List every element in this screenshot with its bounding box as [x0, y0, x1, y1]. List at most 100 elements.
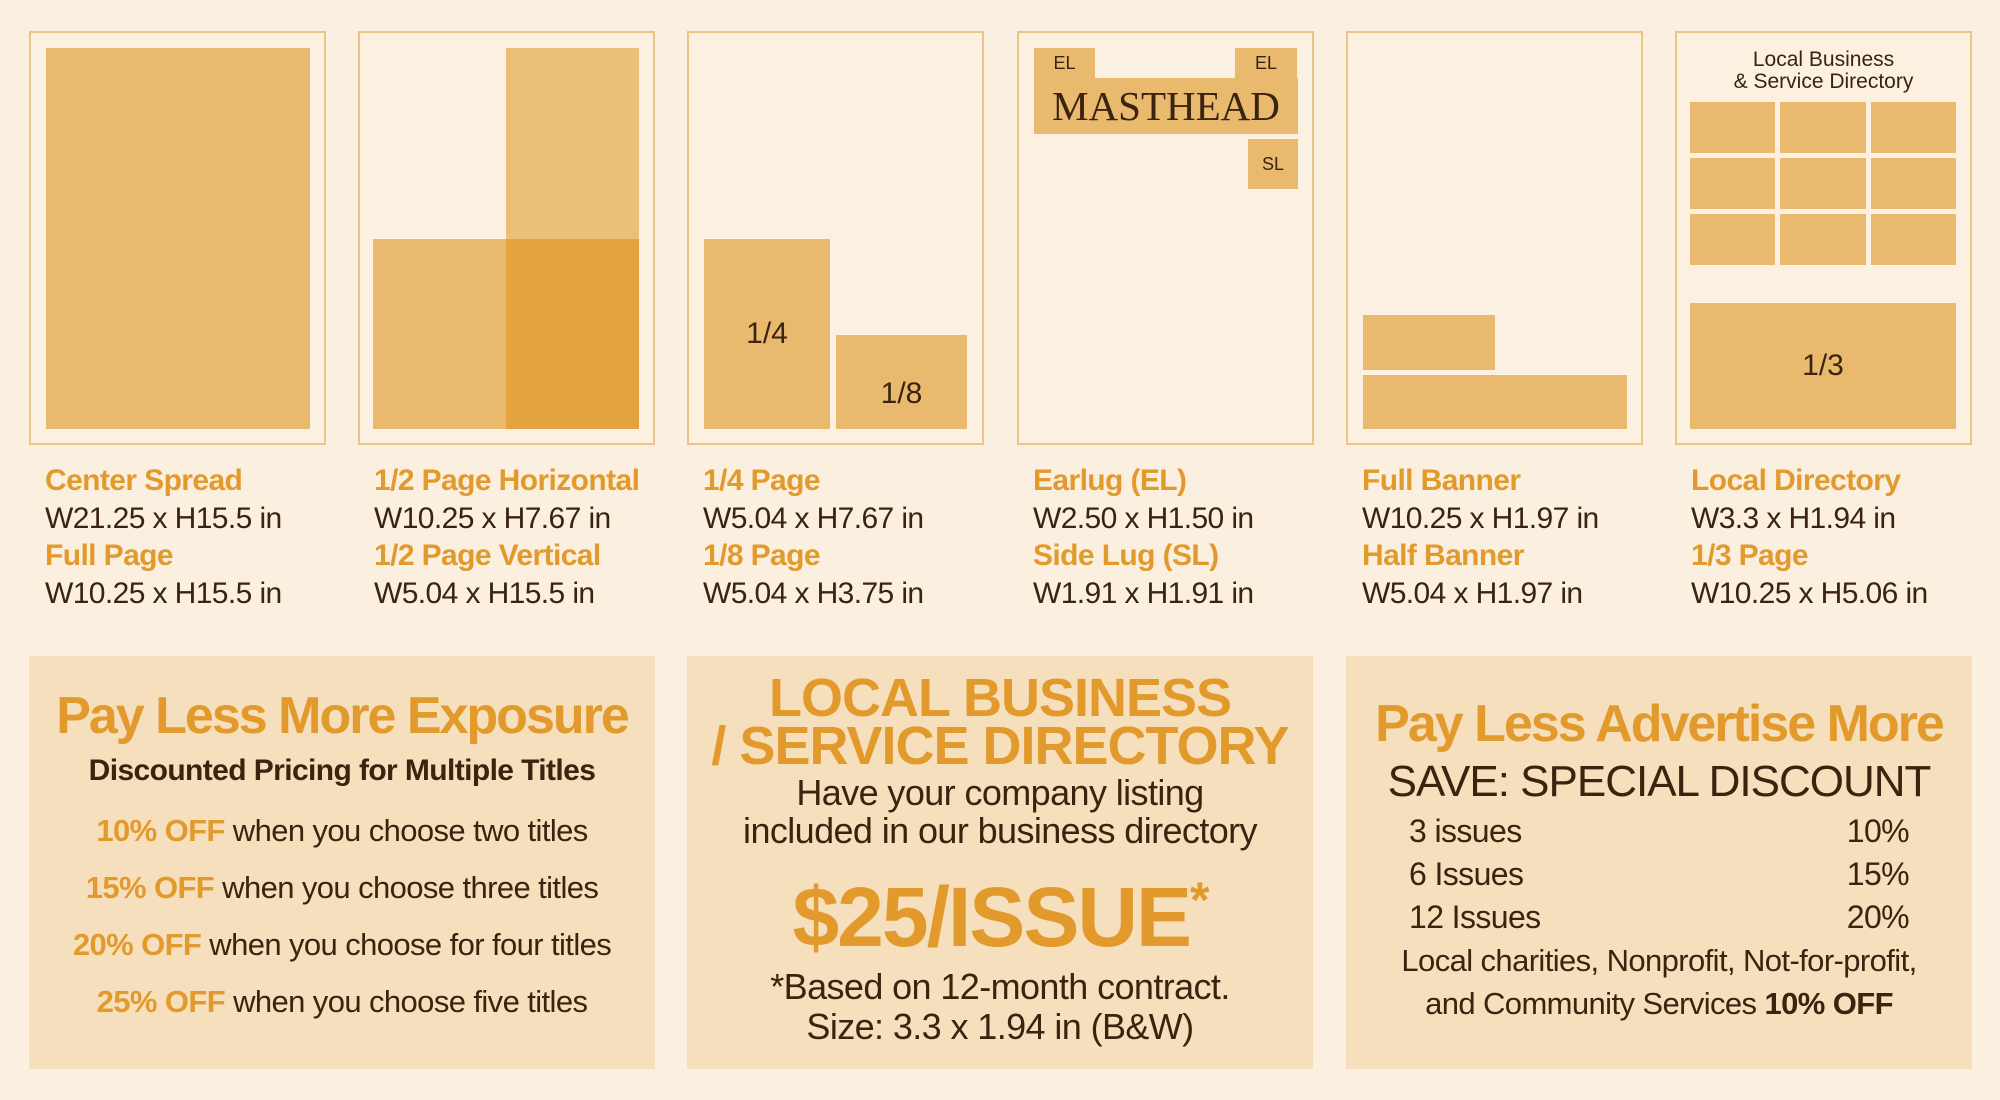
- discount-amount: 15% OFF: [85, 870, 215, 905]
- full-page-block: [46, 48, 310, 429]
- ad-size-card-center-spread: [29, 31, 326, 445]
- directory-grid: [1690, 102, 1956, 265]
- issue-count: 3 issues: [1409, 813, 1522, 849]
- card-label: Center Spread W21.25 x H15.5 in Full Page W…: [45, 462, 355, 612]
- panel-title-line2: / SERVICE DIRECTORY: [711, 716, 1289, 776]
- discount-row: 12 Issues 20%: [1409, 896, 1910, 939]
- size-title: Full Banner: [1362, 464, 1521, 497]
- third-page-block: 1/3: [1690, 303, 1956, 429]
- masthead-block: MASTHEAD: [1034, 78, 1298, 134]
- eighth-page-block: 1/8: [836, 335, 967, 429]
- size-dimensions: W10.25 x H5.06 in: [1691, 576, 1928, 610]
- size-dimensions: W5.04 x H1.97 in: [1362, 576, 1583, 610]
- price: $25/ISSUE*: [792, 850, 1210, 967]
- panel-title-line1: LOCAL BUSINESS: [768, 668, 1232, 728]
- issue-count: 12 Issues: [1409, 899, 1541, 935]
- size-title: Center Spread: [45, 464, 243, 497]
- discount-amount: 20% OFF: [72, 927, 202, 962]
- size-title: 1/4 Page: [703, 464, 821, 497]
- discount-table: 3 issues 10% 6 Issues 15% 12 Issues 20%: [1409, 810, 1910, 939]
- discount-text: when you choose three titles: [214, 870, 599, 905]
- nonprofit-text: and Community Services: [1425, 986, 1765, 1021]
- size-dimensions: W10.25 x H7.67 in: [374, 501, 611, 535]
- size-dimensions: W3.3 x H1.94 in: [1691, 501, 1896, 535]
- earlug-left: EL: [1034, 48, 1095, 78]
- earlug-right: EL: [1235, 48, 1297, 78]
- discount-row: 3 issues 10%: [1409, 810, 1910, 853]
- directory-heading-line1: Local Business: [1752, 48, 1895, 71]
- discount-percent: 15%: [1846, 856, 1910, 892]
- size-title: 1/3 Page: [1691, 539, 1809, 572]
- side-lug-block: SL: [1248, 139, 1298, 189]
- card-label: 1/4 Page W5.04 x H7.67 in 1/8 Page W5.04 x …: [703, 462, 1013, 612]
- discount-row: 25% OFF when you choose five titles: [97, 973, 588, 1030]
- discount-row: 15% OFF when you choose three titles: [86, 859, 599, 916]
- size-dimensions: W10.25 x H15.5 in: [45, 576, 282, 610]
- discount-text: when you choose two titles: [224, 813, 589, 848]
- size-title: Half Banner: [1362, 539, 1524, 572]
- contract-note: *Based on 12-month contract.: [770, 966, 1230, 1007]
- size-title: Full Page: [45, 539, 174, 572]
- ad-size-card-earlug: EL EL MASTHEAD SL: [1017, 31, 1314, 445]
- directory-cell: [1690, 214, 1776, 265]
- discount-percent: 20%: [1846, 899, 1910, 935]
- discount-row: 20% OFF when you choose for four titles: [72, 916, 612, 973]
- discount-percent: 10%: [1846, 813, 1910, 849]
- size-dimensions: W2.50 x H1.50 in: [1033, 501, 1254, 535]
- discount-text: when you choose five titles: [225, 984, 588, 1019]
- card-label: Earlug (EL) W2.50 x H1.50 in Side Lug (SL)…: [1033, 462, 1343, 612]
- half-vertical-block: [506, 48, 639, 239]
- issue-count: 6 Issues: [1409, 856, 1524, 892]
- directory-heading-line2: & Service Directory: [1733, 70, 1914, 93]
- panel-subtitle: Discounted Pricing for Multiple Titles: [88, 754, 596, 787]
- ad-size-card-directory: Local Business & Service Directory 1/3: [1675, 31, 1972, 445]
- directory-cell: [1690, 102, 1776, 153]
- full-banner-block: [1363, 375, 1627, 429]
- size-title: Side Lug (SL): [1033, 539, 1219, 572]
- size-note: Size: 3.3 x 1.94 in (B&W): [806, 1006, 1194, 1047]
- directory-cell: [1780, 214, 1866, 265]
- discount-amount: 10% OFF: [96, 813, 225, 848]
- directory-cell: [1870, 158, 1956, 209]
- discount-text: when you choose for four titles: [201, 927, 612, 962]
- directory-cell: [1780, 158, 1866, 209]
- directory-cell: [1780, 102, 1866, 153]
- card-label: 1/2 Page Horizontal W10.25 x H7.67 in 1/2 …: [374, 462, 684, 612]
- special-discount-panel: Pay Less Advertise More SAVE: SPECIAL DI…: [1346, 656, 1972, 1069]
- card-label: Local Directory W3.3 x H1.94 in 1/3 Page W1…: [1691, 462, 2000, 612]
- size-title: 1/2 Page Vertical: [374, 539, 601, 572]
- price-value: $25/ISSUE: [792, 870, 1192, 964]
- card-label: Full Banner W10.25 x H1.97 in Half Banner W…: [1362, 462, 1672, 612]
- discount-amount: 25% OFF: [96, 984, 226, 1019]
- size-title: 1/8 Page: [703, 539, 821, 572]
- panel-description-line2: included in our business directory: [743, 810, 1257, 851]
- size-dimensions: W5.04 x H7.67 in: [703, 501, 924, 535]
- price-asterisk: *: [1190, 872, 1210, 928]
- directory-heading: Local Business & Service Directory: [1677, 49, 1970, 93]
- nonprofit-discount: and Community Services 10% OFF: [1425, 982, 1893, 1025]
- panel-subtitle: SAVE: SPECIAL DISCOUNT: [1387, 757, 1932, 806]
- discount-row: 6 Issues 15%: [1409, 853, 1910, 896]
- half-banner-block: [1363, 315, 1495, 370]
- directory-cell: [1870, 102, 1956, 153]
- size-title: Local Directory: [1691, 464, 1901, 497]
- directory-cell: [1690, 158, 1776, 209]
- size-dimensions: W10.25 x H1.97 in: [1362, 501, 1599, 535]
- panel-title: Pay Less More Exposure: [56, 687, 630, 745]
- size-dimensions: W21.25 x H15.5 in: [45, 501, 282, 535]
- panel-title: Pay Less Advertise More: [1375, 695, 1945, 753]
- ad-size-card-quarter-page: 1/4 1/8: [687, 31, 984, 445]
- ad-size-card-banner: [1346, 31, 1643, 445]
- quarter-page-block: 1/4: [704, 239, 830, 429]
- nonprofit-off: 10% OFF: [1764, 986, 1893, 1021]
- business-directory-panel: LOCAL BUSINESS / SERVICE DIRECTORY Have …: [687, 656, 1313, 1069]
- ad-size-card-half-page: [358, 31, 655, 445]
- size-dimensions: W5.04 x H3.75 in: [703, 576, 924, 610]
- multi-title-discount-panel: Pay Less More Exposure Discounted Pricin…: [29, 656, 655, 1069]
- size-title: Earlug (EL): [1033, 464, 1187, 497]
- size-title: 1/2 Page Horizontal: [374, 464, 640, 497]
- size-dimensions: W5.04 x H15.5 in: [374, 576, 595, 610]
- discount-row: 10% OFF when you choose two titles: [96, 802, 589, 859]
- size-dimensions: W1.91 x H1.91 in: [1033, 576, 1254, 610]
- directory-cell: [1870, 214, 1956, 265]
